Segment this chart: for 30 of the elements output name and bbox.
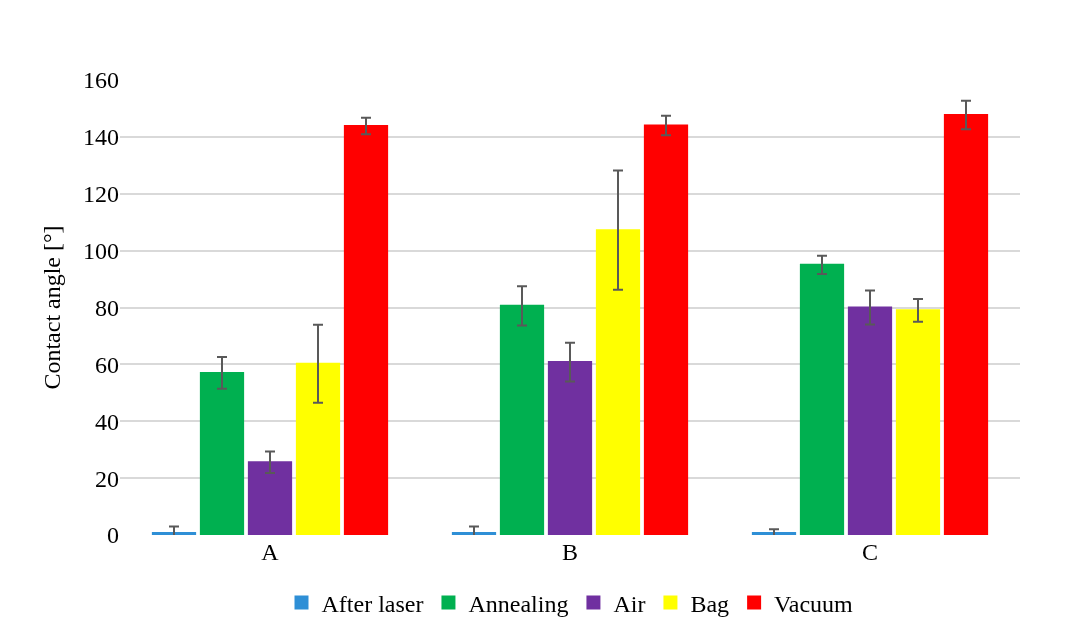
x-tick-label: A: [261, 539, 280, 565]
bar: [595, 229, 641, 535]
y-tick-label: 100: [83, 238, 119, 265]
y-tick-label: 0: [107, 522, 119, 549]
bar: [799, 263, 845, 535]
bar: [295, 362, 341, 535]
y-tick-label: 60: [95, 351, 119, 378]
y-tick-label: 160: [83, 67, 119, 94]
bar: [547, 361, 593, 535]
y-tick-label: 40: [95, 408, 119, 435]
legend-label: Air: [613, 590, 646, 617]
x-tick-label: B: [561, 539, 579, 565]
bar: [343, 125, 389, 535]
y-tick-label: 120: [83, 181, 119, 208]
y-tick-label: 80: [95, 294, 119, 321]
bar: [247, 461, 293, 535]
x-tick-label: C: [861, 539, 879, 565]
bar: [199, 371, 245, 535]
legend-label: Bag: [690, 590, 730, 617]
bar: [847, 306, 893, 535]
bar: [895, 309, 941, 535]
bar: [643, 124, 689, 535]
y-axis-title: Contact angle [°]: [39, 225, 66, 390]
y-tick-label: 140: [83, 124, 119, 151]
legend-label: After laser: [321, 590, 424, 617]
bar: [943, 113, 989, 535]
legend-label: Annealing: [468, 590, 569, 617]
legend-label: Vacuum: [774, 590, 854, 617]
bar: [499, 304, 545, 535]
y-tick-label: 20: [95, 465, 119, 492]
